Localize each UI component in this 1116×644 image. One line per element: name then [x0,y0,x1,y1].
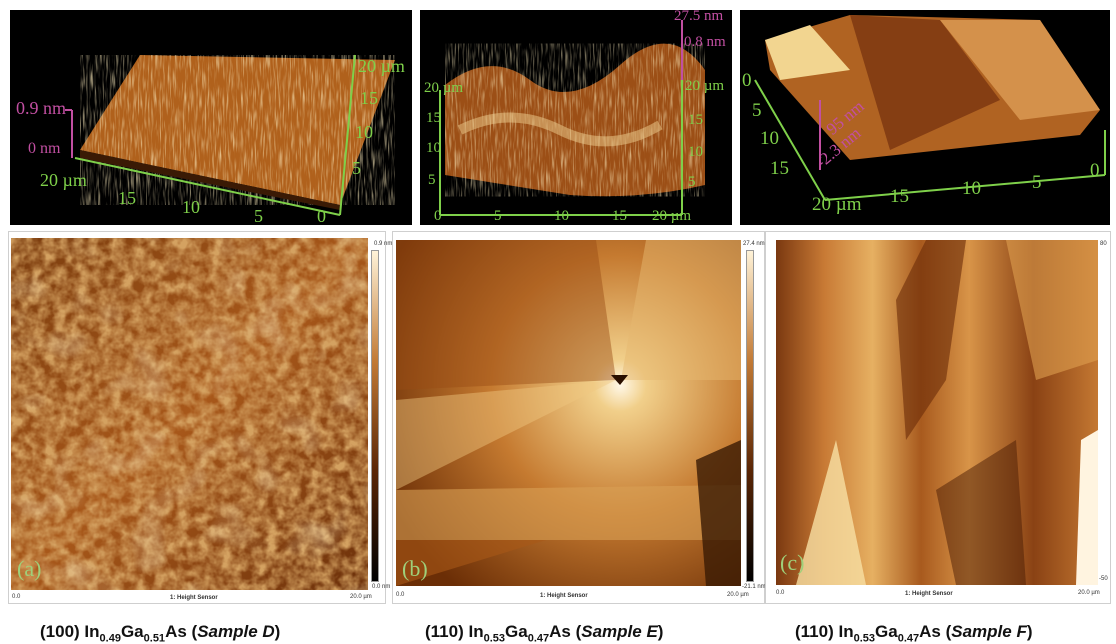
panel-a-3d-view: 0.9 nm 0 nm 20 µm 15 10 5 0 20 µm 15 10 … [10,10,412,225]
panel-a-letter: (a) [17,556,42,581]
caption-b-close: ) [657,622,664,641]
panel-c-scale-bottom: -50 [1099,576,1108,582]
panel-b-zmin-label: 0.8 nm [684,34,726,50]
panel-c-x-end: 20.0 µm [1078,590,1100,596]
panel-b-y-tick: 5 [688,174,696,190]
panel-b-y-tick: 15 [688,112,703,128]
caption-c-ga: Ga [875,622,898,641]
panel-b-yl-tick: 10 [426,140,441,156]
panel-c-x-tick: 20 µm [812,194,862,215]
panel-c-texture [776,240,1098,585]
panel-a-x-end: 20.0 µm [350,594,372,600]
panel-b-3d-surface [439,20,705,216]
caption-a-close: ) [274,622,281,641]
caption-c-orient: (110) In [795,622,854,641]
panel-a-sensor-label: 1: Height Sensor [170,595,218,601]
caption-b-in-sub: 0.53 [483,632,506,644]
caption-a-in-sub: 0.49 [99,632,121,644]
caption-a-orient: (100) In [40,622,100,641]
panel-b-x-start: 0.0 [396,592,405,598]
caption-c-as: As ( [919,622,952,641]
panel-b-x-end: 20.0 µm [727,592,749,598]
panel-c-x-tick: 10 [962,178,981,199]
panel-b-yl-tick: 5 [428,172,436,188]
panel-a-x-tick: 15 [118,188,136,208]
panel-a-scale-top: 0.9 nm [374,241,393,247]
panel-b-color-scale [746,250,754,582]
panel-c-y-tick: 0 [742,70,752,91]
panel-b-yl-tick: 15 [426,110,441,126]
panel-a-zmin-label: 0 nm [28,140,61,157]
caption-c-close: ) [1026,622,1033,641]
panel-c-y-tick: 15 [770,158,789,179]
panel-a-x-tick: 5 [254,206,263,225]
panel-a-x-tick: 20 µm [40,170,87,190]
panel-a-y-tick: 20 µm [358,56,405,76]
panel-b-x-tick: 20 µm [652,208,692,224]
panel-b-scale-top: 27.4 nm [743,241,765,247]
caption-c-sample: Sample F [951,622,1027,641]
panel-a-y-tick: 10 [355,122,373,142]
panel-a-texture [11,238,368,590]
panel-b-y-tick: 10 [688,144,703,160]
panel-b-scale-bottom: -21.1 nm [742,584,766,590]
panel-b-y-tick: 20 µm [685,78,725,94]
caption-b-sample: Sample E [581,622,658,641]
panel-b-yl-tick: 20 µm [424,80,464,96]
caption-a-sample: Sample D [197,622,275,641]
caption-c-ga-sub: 0.47 [897,632,920,644]
panel-a-color-scale [371,250,379,582]
panel-c-x-tick: 5 [1032,172,1042,193]
panel-a-x-tick: 0 [317,206,326,225]
panel-c-height-map: (c) [776,240,1098,585]
caption-b-orient: (110) In [425,622,484,641]
panel-c-x-start: 0.0 [776,590,785,596]
panel-a-y-tick: 15 [360,88,378,108]
panel-b-x-tick: 15 [612,208,627,224]
panel-b-zmax-label: 27.5 nm [674,10,724,24]
panel-b-sensor-label: 1: Height Sensor [540,593,588,599]
caption-a: (100) In0.49Ga0.51As (Sample D) [40,622,280,644]
panel-a-3d-surface [65,54,395,216]
panel-c-sensor-label: 1: Height Sensor [905,591,953,597]
panel-b-letter: (b) [402,556,428,581]
panel-b-height-map: (b) [396,240,741,586]
panel-b-x-tick: 10 [554,208,569,224]
panel-c-letter: (c) [780,550,805,575]
panel-c-scale-top: 80 [1100,241,1107,247]
panel-a-zmax-label: 0.9 nm [16,98,67,118]
panel-a-y-tick: 5 [352,158,361,178]
panel-b-3d-view: 27.5 nm 0.8 nm 0 5 10 15 20 µm 20 µm 15 … [420,10,732,225]
panel-a-x-start: 0.0 [12,594,21,600]
panel-b-x-tick: 5 [494,208,502,224]
caption-a-ga-sub: 0.51 [143,632,166,644]
panel-c-3d-view: 95 nm -2.3 nm 20 µm 15 10 5 0 0 5 10 15 [740,10,1110,225]
panel-c-3d-surface [754,15,1106,201]
panel-a-x-tick: 10 [182,197,200,217]
panel-c-x-tick: 0 [1090,160,1100,181]
caption-b-as: As ( [549,622,582,641]
caption-b-ga-sub: 0.47 [527,632,550,644]
panel-c-x-tick: 15 [890,186,909,207]
caption-b-ga: Ga [505,622,528,641]
caption-a-as: As ( [165,622,198,641]
caption-a-ga: Ga [120,622,144,641]
panel-a-height-map: (a) [11,238,368,590]
panel-c-y-tick: 5 [752,100,762,121]
panel-a-scale-bottom: 0.0 nm [372,584,391,590]
panel-c-y-tick: 10 [760,128,779,149]
panel-b-x-tick: 0 [434,208,442,224]
caption-b: (110) In0.53Ga0.47As (Sample E) [425,622,663,644]
panel-b-texture [396,240,741,586]
caption-c-in-sub: 0.53 [853,632,876,644]
caption-c: (110) In0.53Ga0.47As (Sample F) [795,622,1033,644]
